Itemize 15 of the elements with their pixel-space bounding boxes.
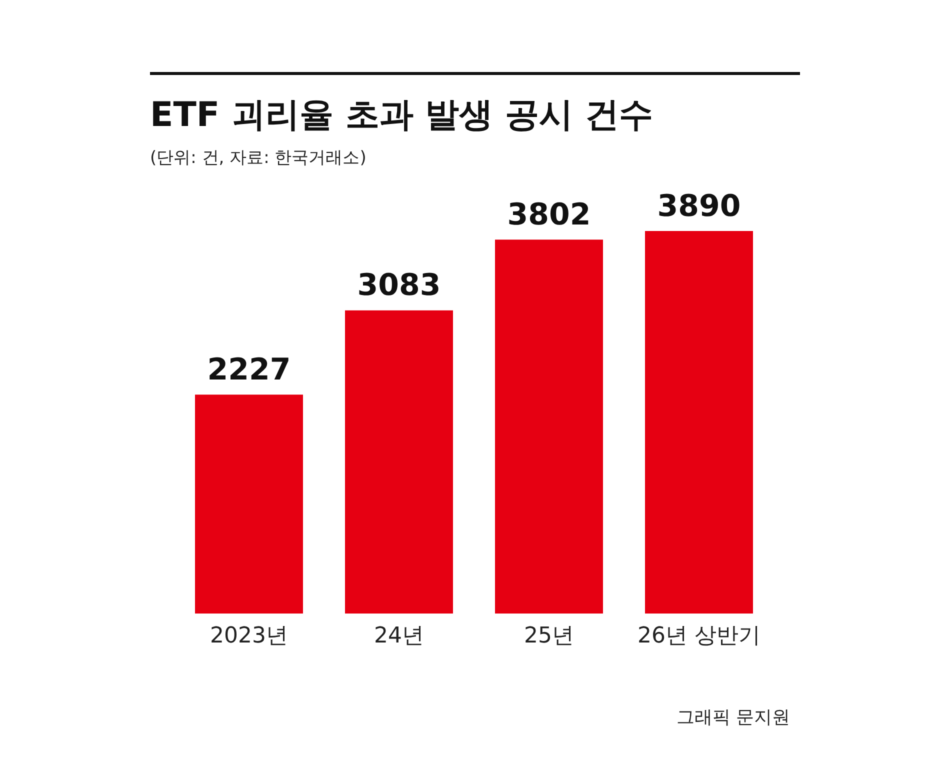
x-tick-label: 2023년 <box>210 624 288 649</box>
bar <box>195 394 303 614</box>
bar <box>645 231 753 614</box>
text: 그래픽 문지원 <box>676 706 790 729</box>
data-label: 3802 <box>507 197 591 232</box>
chart-title: ETF 괴리율 초과 발생 공시 건수 <box>150 94 653 137</box>
data-label: 3083 <box>357 268 441 304</box>
chart-subtitle: (단위: 건, 자료: 한국거래소) <box>150 147 366 169</box>
bar <box>345 310 453 614</box>
data-label: 3890 <box>657 188 741 224</box>
data-label: 2227 <box>207 352 291 388</box>
x-tick-label: 24년 <box>374 624 424 649</box>
x-tick-label: 25년 <box>524 624 574 649</box>
x-tick-label: 26년 상반기 <box>638 624 760 649</box>
bar <box>495 240 603 614</box>
